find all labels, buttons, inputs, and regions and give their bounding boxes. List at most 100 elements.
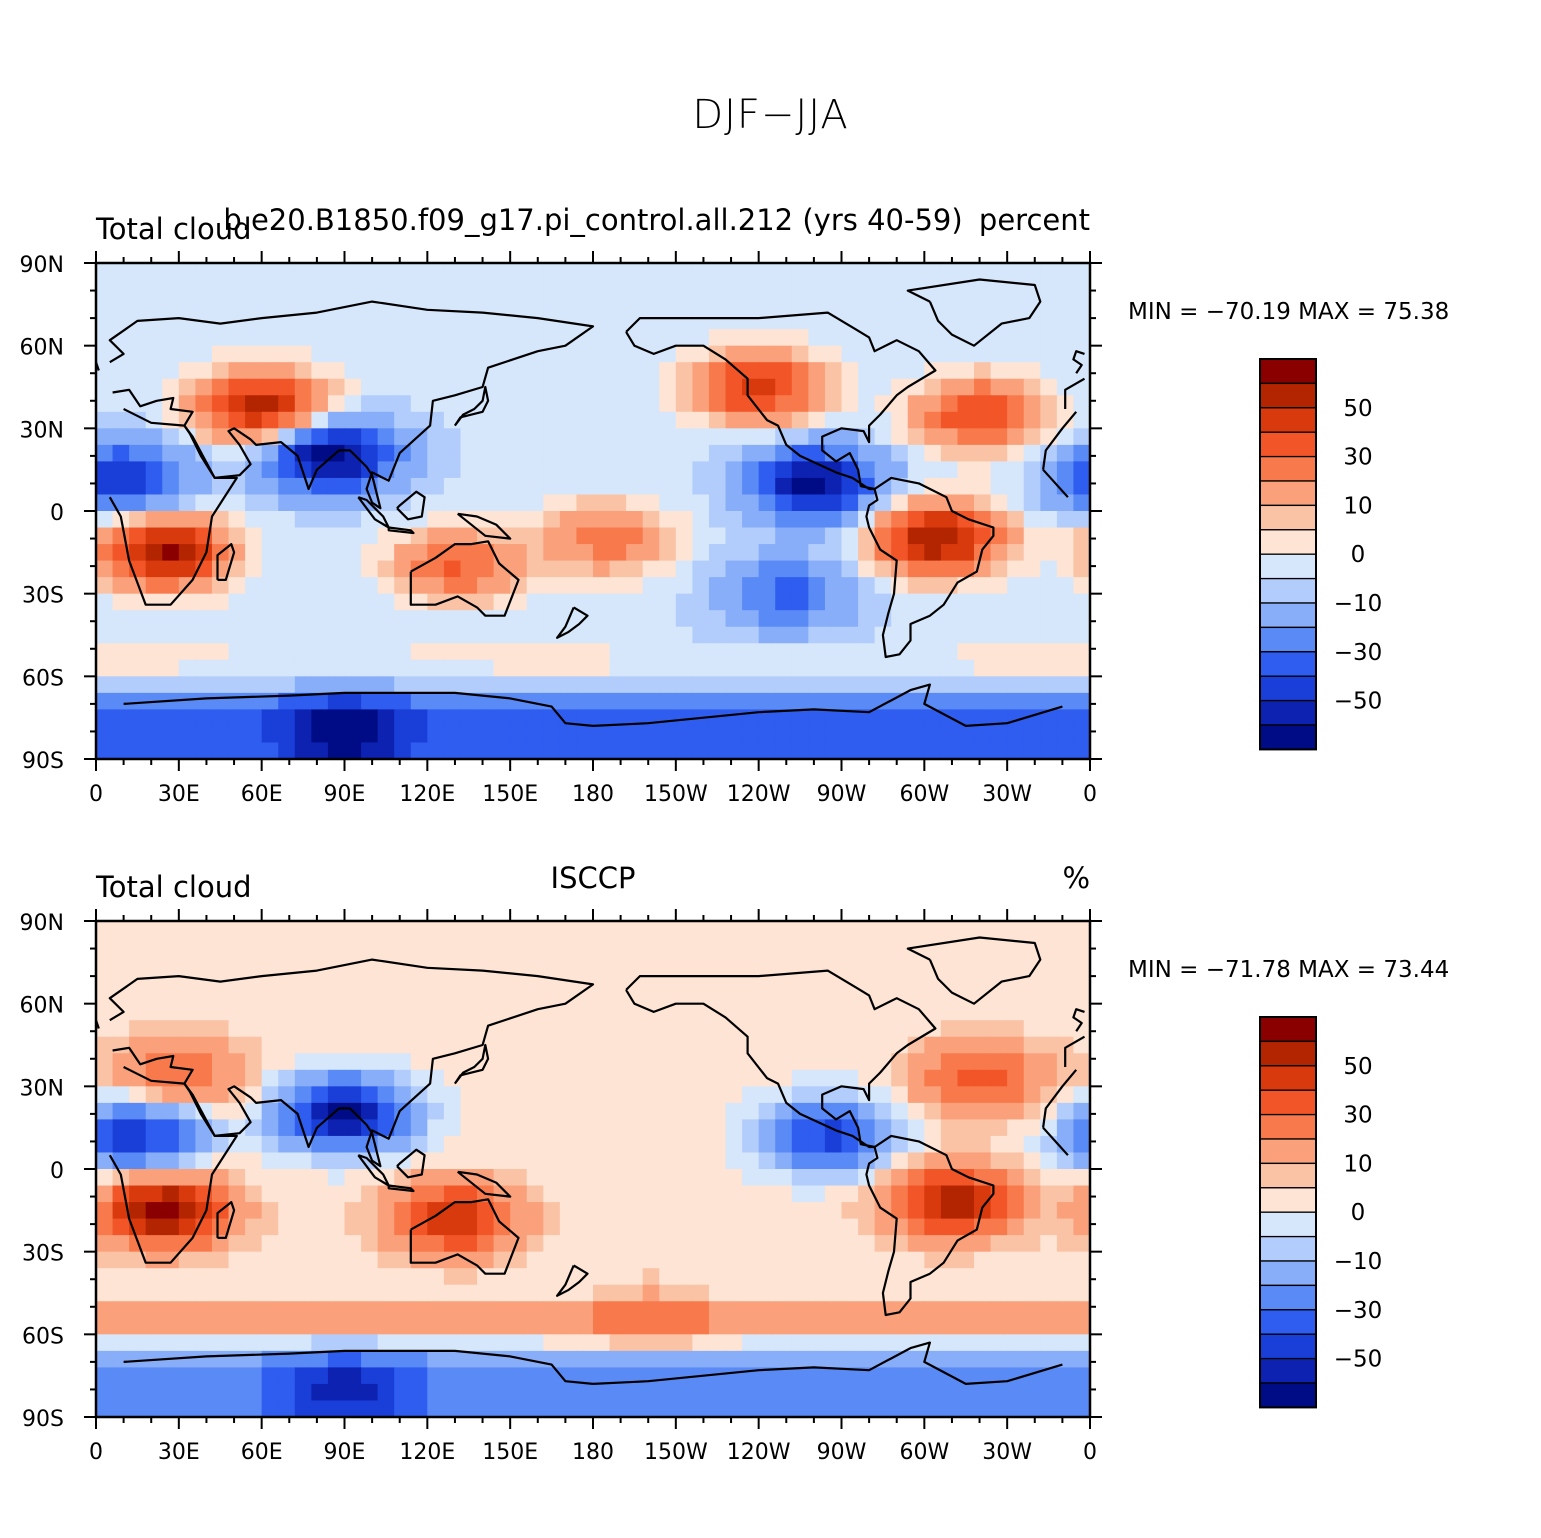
contour-cell <box>211 428 230 446</box>
contour-cell <box>940 921 959 939</box>
contour-cell <box>394 577 412 595</box>
contour-cell <box>775 395 793 413</box>
contour-cell <box>394 477 412 496</box>
contour-cell <box>940 970 959 988</box>
contour-cell <box>129 1383 147 1402</box>
contour-cell <box>344 626 362 644</box>
contour-cell <box>178 1383 196 1402</box>
contour-cell <box>261 1334 279 1352</box>
contour-cell <box>609 1334 627 1352</box>
contour-cell <box>311 1020 329 1038</box>
contour-cell <box>659 1367 677 1385</box>
contour-cell <box>659 987 677 1005</box>
contour-cell <box>808 477 826 496</box>
contour-cell <box>675 511 693 529</box>
contour-cell <box>824 395 843 413</box>
contour-cell <box>957 362 975 380</box>
contour-cell <box>791 1334 809 1352</box>
contour-cell <box>112 987 130 1005</box>
contour-cell <box>874 1334 892 1352</box>
contour-cell <box>957 1086 975 1104</box>
contour-cell <box>96 1036 114 1054</box>
contour-cell <box>261 444 279 462</box>
contour-cell <box>841 362 859 380</box>
contour-cell <box>377 709 395 727</box>
contour-cell <box>327 1003 346 1021</box>
contour-cell <box>990 1218 1008 1236</box>
contour-cell <box>990 1135 1008 1154</box>
contour-cell <box>129 659 147 677</box>
contour-cell <box>377 676 395 694</box>
contour-cell <box>178 921 196 939</box>
contour-cell <box>129 643 147 661</box>
contour-cell <box>824 742 843 759</box>
x-tick-label: 150W <box>644 1440 708 1465</box>
contour-cell <box>228 345 246 363</box>
contour-cell <box>162 577 180 595</box>
contour-cell <box>245 987 263 1005</box>
contour-cell <box>758 1169 776 1187</box>
contour-cell <box>195 263 213 281</box>
contour-cell <box>692 921 710 939</box>
contour-cell <box>129 1334 147 1352</box>
contour-cell <box>195 1169 213 1187</box>
contour-cell <box>940 1135 959 1154</box>
contour-cell <box>493 987 511 1005</box>
contour-cell <box>692 1317 710 1335</box>
contour-cell <box>791 1268 809 1286</box>
contour-cell <box>178 1185 196 1203</box>
contour-cell <box>327 1268 346 1286</box>
contour-cell <box>178 1086 196 1104</box>
contour-cell <box>410 643 428 661</box>
contour-cell <box>974 1301 992 1319</box>
contour-cell <box>493 1020 511 1038</box>
contour-cell <box>775 1069 793 1087</box>
contour-cell <box>228 1334 246 1352</box>
contour-cell <box>808 1135 826 1154</box>
contour-cell <box>626 577 644 595</box>
colorbar-label: 50 <box>1343 396 1372 422</box>
contour-cell <box>891 1317 909 1335</box>
contour-cell <box>245 1086 263 1104</box>
contour-cell <box>493 921 511 939</box>
contour-cell <box>327 1053 346 1071</box>
contour-cell <box>493 1003 511 1021</box>
y-tick-label: 60N <box>20 994 64 1019</box>
contour-cell <box>294 560 312 578</box>
contour-cell <box>858 610 876 628</box>
contour-cell <box>228 1169 246 1187</box>
contour-cell <box>178 494 196 512</box>
contour-cell <box>642 527 660 545</box>
contour-cell <box>1023 411 1041 429</box>
contour-cell <box>460 1350 478 1368</box>
contour-cell <box>228 577 246 595</box>
contour-cell <box>526 1268 544 1286</box>
contour-cell <box>410 610 428 628</box>
contour-cell <box>758 937 776 955</box>
contour-cell <box>858 312 876 330</box>
contour-cell <box>576 329 594 347</box>
contour-cell <box>1007 362 1025 380</box>
contour-cell <box>858 1069 876 1087</box>
contour-cell <box>990 1367 1008 1385</box>
contour-cell <box>394 362 412 380</box>
contour-cell <box>1007 1334 1025 1352</box>
contour-cell <box>344 428 362 446</box>
contour-cell <box>228 1284 246 1302</box>
contour-cell <box>1056 921 1075 939</box>
contour-cell <box>940 378 959 396</box>
contour-cell <box>858 1152 876 1170</box>
contour-cell <box>626 1119 644 1137</box>
contour-cell <box>824 560 843 578</box>
contour-cell <box>162 378 180 396</box>
contour-cell <box>891 1185 909 1203</box>
contour-cell <box>228 1069 246 1087</box>
contour-cell <box>443 1350 462 1368</box>
contour-cell <box>593 494 611 512</box>
contour-cell <box>824 544 843 562</box>
contour-cell <box>394 643 412 661</box>
contour-cell <box>576 954 594 972</box>
contour-cell <box>162 1383 180 1402</box>
contour-cell <box>791 626 809 644</box>
contour-cell <box>311 544 329 562</box>
